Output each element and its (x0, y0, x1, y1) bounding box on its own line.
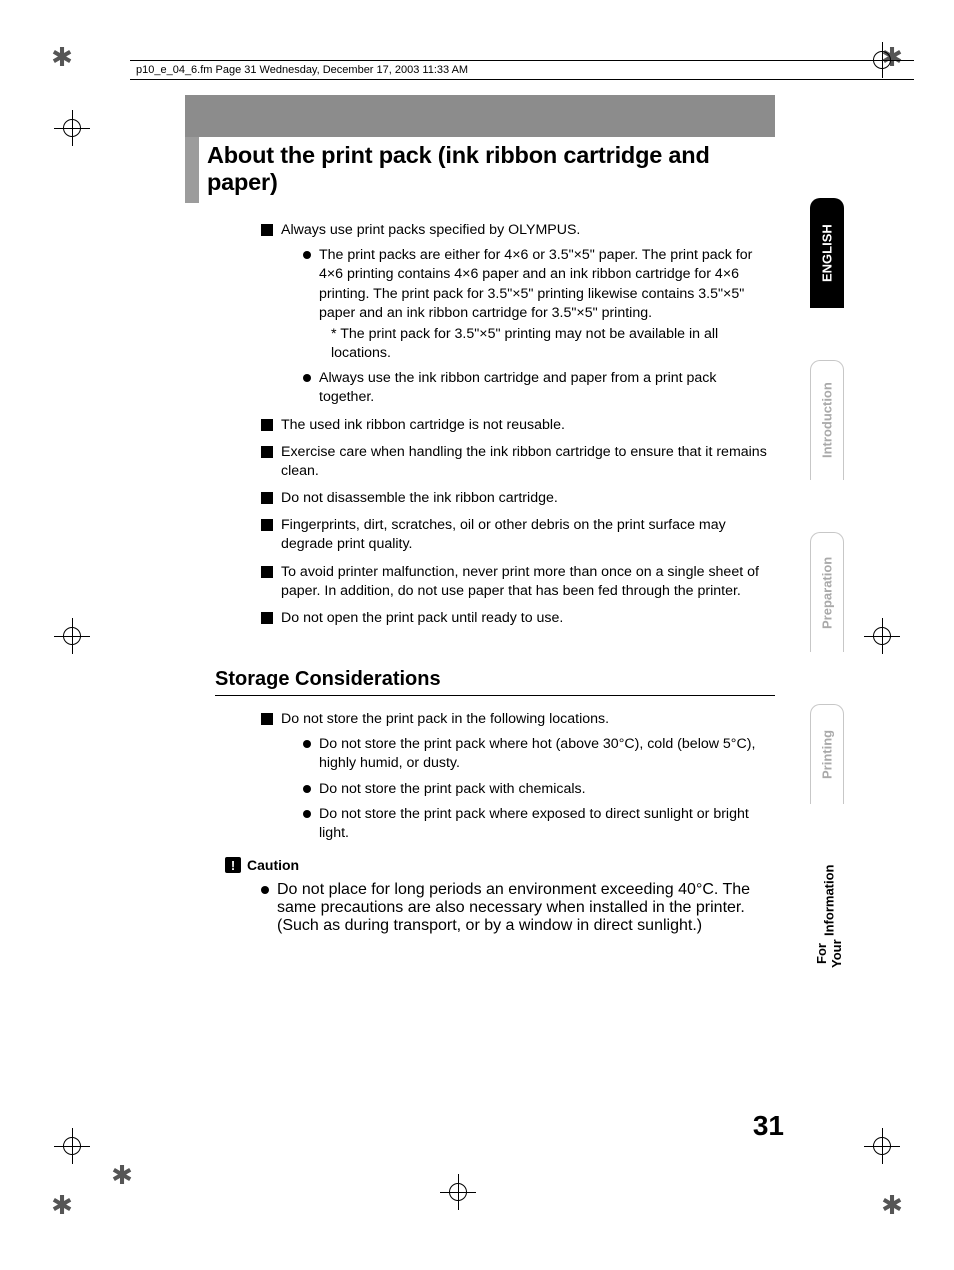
square-bullet-item: Exercise care when handling the ink ribb… (261, 443, 775, 481)
square-bullet-text: Always use print packs specified by OLYM… (281, 222, 580, 238)
square-bullet-item: Fingerprints, dirt, scratches, oil or ot… (261, 516, 775, 554)
square-bullet-text: Exercise care when handling the ink ribb… (281, 444, 767, 479)
dot-item: Do not store the print pack with chemica… (303, 780, 775, 799)
dot-item: Always use the ink ribbon cartridge and … (303, 369, 775, 407)
square-bullet-text: To avoid printer malfunction, never prin… (281, 564, 759, 599)
dot-list: Do not store the print pack where hot (a… (281, 735, 775, 843)
page-number: 31 (753, 1110, 784, 1142)
square-bullet-text: Fingerprints, dirt, scratches, oil or ot… (281, 517, 726, 552)
regmark-star: ✱ (107, 1160, 137, 1190)
square-bullet-item: The used ink ribbon cartridge is not reu… (261, 416, 775, 435)
dot-item-text: The print packs are either for 4×6 or 3.… (319, 247, 752, 321)
caution-body: Do not place for long periods an environ… (185, 881, 775, 935)
caution-label: Caution (247, 857, 299, 873)
body-text: Always use print packs specified by OLYM… (185, 203, 775, 628)
crop-cross-icon (440, 1174, 476, 1210)
tab-introduction[interactable]: Introduction (810, 360, 844, 480)
storage-body: Do not store the print pack in the follo… (185, 710, 775, 843)
dot-item-text: Do not place for long periods an environ… (277, 881, 750, 934)
tab-label: Printing (820, 730, 835, 779)
caution-header: ! Caution (225, 857, 775, 873)
page-title: About the print pack (ink ribbon cartrid… (199, 137, 775, 203)
dot-item: Do not store the print pack where hot (a… (303, 735, 775, 773)
tab-preparation[interactable]: Preparation (810, 532, 844, 652)
tab-for-your-information[interactable]: For Your Information (810, 856, 850, 976)
square-bullet-item: Do not store the print pack in the follo… (261, 710, 775, 843)
crop-cross-icon (864, 618, 900, 654)
dot-item-text: Do not store the print pack with chemica… (319, 781, 586, 797)
regmark-star: ✱ (47, 42, 77, 72)
sub-note: * The print pack for 3.5"×5" printing ma… (319, 325, 775, 363)
dot-item: Do not place for long periods an environ… (261, 881, 775, 935)
banner-gray-bar (185, 95, 775, 137)
page-content: About the print pack (ink ribbon cartrid… (185, 95, 775, 941)
side-tabs: ENGLISH Introduction Preparation Printin… (810, 198, 846, 1028)
square-bullet-text: The used ink ribbon cartridge is not reu… (281, 417, 565, 433)
tab-english[interactable]: ENGLISH (810, 198, 844, 308)
tab-label: ENGLISH (820, 224, 835, 282)
tab-label-line1: For Your (815, 939, 845, 968)
section-heading-storage: Storage Considerations (215, 668, 775, 691)
square-bullet-item: To avoid printer malfunction, never prin… (261, 563, 775, 601)
tab-label: Introduction (820, 383, 835, 459)
dot-list: Do not place for long periods an environ… (261, 881, 775, 935)
tab-label: Preparation (820, 556, 835, 628)
tab-printing[interactable]: Printing (810, 704, 844, 804)
banner-title-row: About the print pack (ink ribbon cartrid… (185, 137, 775, 203)
regmark-star: ✱ (47, 1190, 77, 1220)
banner-accent (185, 137, 199, 203)
square-bullet-text: Do not open the print pack until ready t… (281, 610, 563, 626)
crop-cross-icon (54, 1128, 90, 1164)
dot-list: The print packs are either for 4×6 or 3.… (281, 246, 775, 407)
doc-header: p10_e_04_6.fm Page 31 Wednesday, Decembe… (130, 60, 914, 80)
crop-cross-icon (54, 110, 90, 146)
square-bullet-item: Do not open the print pack until ready t… (261, 609, 775, 628)
caution-icon: ! (225, 857, 241, 873)
square-bullet-text: Do not store the print pack in the follo… (281, 711, 609, 727)
square-bullet-item: Always use print packs specified by OLYM… (261, 221, 775, 408)
regmark-star: ✱ (877, 1190, 907, 1220)
dot-item-text: Do not store the print pack where expose… (319, 806, 749, 841)
square-bullet-item: Do not disassemble the ink ribbon cartri… (261, 489, 775, 508)
dot-item: The print packs are either for 4×6 or 3.… (303, 246, 775, 363)
crop-cross-icon (864, 1128, 900, 1164)
tab-label-line2: Information (823, 864, 838, 936)
dot-item-text: Always use the ink ribbon cartridge and … (319, 370, 716, 405)
crop-cross-icon (54, 618, 90, 654)
doc-header-text: p10_e_04_6.fm Page 31 Wednesday, Decembe… (136, 64, 468, 76)
square-bullet-text: Do not disassemble the ink ribbon cartri… (281, 490, 558, 506)
dot-item: Do not store the print pack where expose… (303, 805, 775, 843)
dot-item-text: Do not store the print pack where hot (a… (319, 736, 755, 771)
section-rule (215, 695, 775, 696)
